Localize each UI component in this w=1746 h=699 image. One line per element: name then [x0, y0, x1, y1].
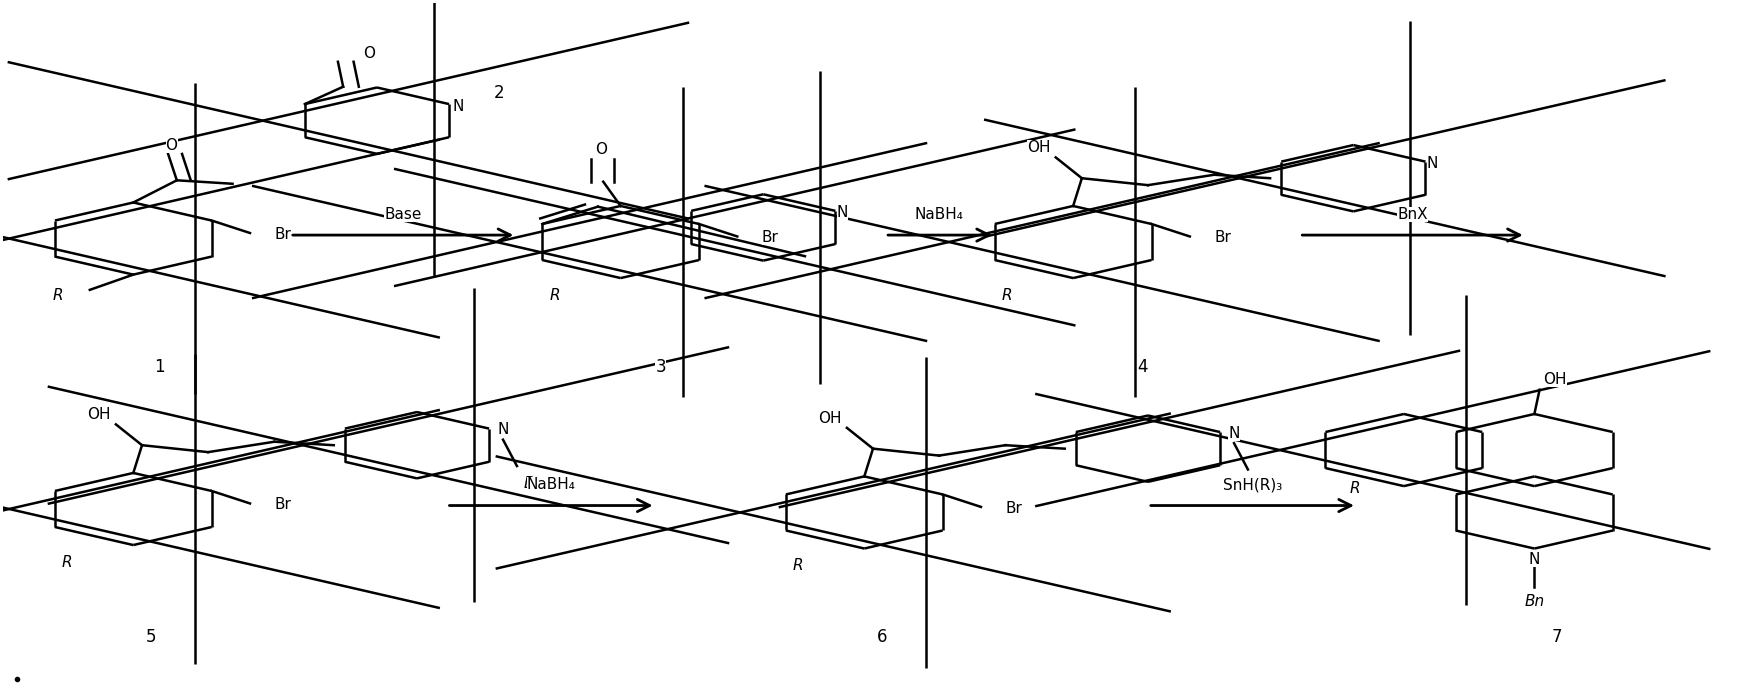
Text: 3: 3: [655, 358, 665, 376]
Text: R: R: [52, 288, 63, 303]
Text: Br: Br: [274, 227, 292, 242]
Text: Br: Br: [274, 497, 292, 512]
Text: Base: Base: [384, 207, 423, 222]
Text: Bn: Bn: [1255, 480, 1275, 494]
Text: O: O: [595, 142, 608, 157]
Text: 6: 6: [876, 628, 887, 647]
Text: N: N: [498, 422, 508, 438]
Text: BnX: BnX: [1397, 207, 1428, 222]
Text: R: R: [548, 288, 560, 303]
Text: OH: OH: [87, 408, 110, 422]
Text: R: R: [793, 559, 803, 573]
Text: 7: 7: [1552, 628, 1563, 647]
Text: R: R: [1350, 481, 1360, 496]
Text: 2: 2: [494, 84, 505, 102]
Text: Br: Br: [761, 231, 779, 245]
Text: N: N: [836, 205, 849, 219]
Text: NaBH₄: NaBH₄: [527, 477, 576, 492]
Text: NaBH₄: NaBH₄: [915, 207, 964, 222]
Text: Br: Br: [1006, 500, 1021, 516]
Text: O: O: [363, 46, 375, 61]
Text: N: N: [1229, 426, 1240, 441]
Text: SnH(R)₃: SnH(R)₃: [1222, 477, 1282, 492]
Text: 4: 4: [1137, 358, 1149, 376]
Text: Bn: Bn: [1524, 593, 1545, 609]
Text: OH: OH: [819, 410, 842, 426]
Text: Bn: Bn: [524, 476, 545, 491]
Text: OH: OH: [1543, 372, 1566, 387]
Text: OH: OH: [1027, 140, 1051, 155]
Text: R: R: [1002, 288, 1013, 303]
Text: N: N: [452, 99, 463, 114]
Text: Br: Br: [1213, 231, 1231, 245]
Text: 5: 5: [145, 628, 155, 647]
Text: N: N: [1426, 155, 1439, 171]
Text: 1: 1: [154, 358, 164, 376]
Text: O: O: [166, 138, 178, 153]
Text: R: R: [61, 555, 72, 570]
Text: N: N: [1529, 552, 1540, 567]
